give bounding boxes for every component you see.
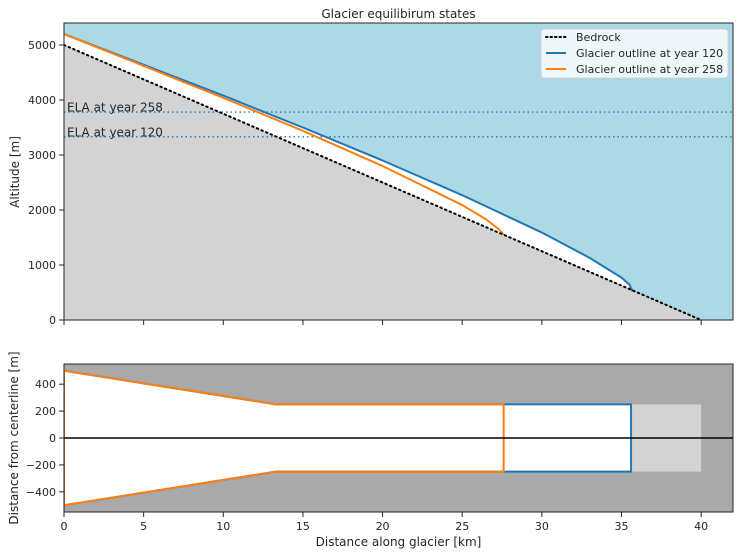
x-axis-label: Distance along glacier [km]: [316, 535, 482, 549]
axis-ticks: 0 1000 2000 3000 4000 5000: [28, 39, 702, 327]
series-line-1: [64, 33, 634, 292]
legend: Bedrock Glacier outline at year 120 Glac…: [540, 28, 729, 79]
legend-label-year-258: Glacier outline at year 258: [576, 63, 723, 76]
y-axis-label: Distance from centerline [m]: [7, 351, 21, 524]
ela-label-0: ELA at year 258: [67, 101, 163, 115]
plan-view-chart: Distance from centerline [m] Distance al…: [7, 351, 734, 549]
plot-frame: [63, 22, 734, 321]
y-tick-label: −400: [26, 486, 56, 499]
plot-area: [63, 363, 734, 513]
x-tick-label: 15: [296, 520, 310, 533]
y-tick-label: 200: [35, 405, 56, 418]
series-line-0: [64, 44, 703, 320]
y-tick-label: 2000: [28, 204, 56, 217]
y-tick-label: 5000: [28, 39, 56, 52]
y-tick-label: 400: [35, 378, 56, 391]
y-tick-label: 3000: [28, 149, 56, 162]
x-tick-label: 25: [455, 520, 469, 533]
altitude-profile-chart: Glacier equilibirum states Altitude [m] …: [8, 7, 734, 327]
x-tick-label: 40: [694, 520, 708, 533]
x-tick-label: 20: [376, 520, 390, 533]
y-axis-label: Altitude [m]: [8, 136, 22, 208]
glacier-ice-area: [64, 34, 633, 292]
series-line-2: [64, 33, 505, 236]
legend-box: [540, 28, 729, 79]
glacier-outline: [64, 369, 505, 507]
bedrock-area: [64, 45, 733, 320]
x-tick-label: 30: [535, 520, 549, 533]
chart-title: Glacier equilibirum states: [321, 7, 475, 21]
legend-label-bedrock: Bedrock: [576, 31, 621, 44]
x-tick-label: 5: [140, 520, 147, 533]
axis-ticks: −400 −200 0 200 400 0 5 10 15 20 25 30 35 40: [26, 378, 708, 533]
y-tick-label: 1000: [28, 259, 56, 272]
x-tick-label: 0: [61, 520, 68, 533]
y-tick-label: 0: [49, 432, 56, 445]
legend-label-year-120: Glacier outline at year 120: [576, 47, 723, 60]
x-tick-label: 10: [216, 520, 230, 533]
y-tick-label: 0: [49, 314, 56, 327]
y-tick-label: −200: [26, 459, 56, 472]
plot-layers: [64, 364, 733, 512]
y-tick-label: 4000: [28, 94, 56, 107]
x-tick-label: 35: [615, 520, 629, 533]
ela-label-1: ELA at year 120: [67, 125, 163, 139]
